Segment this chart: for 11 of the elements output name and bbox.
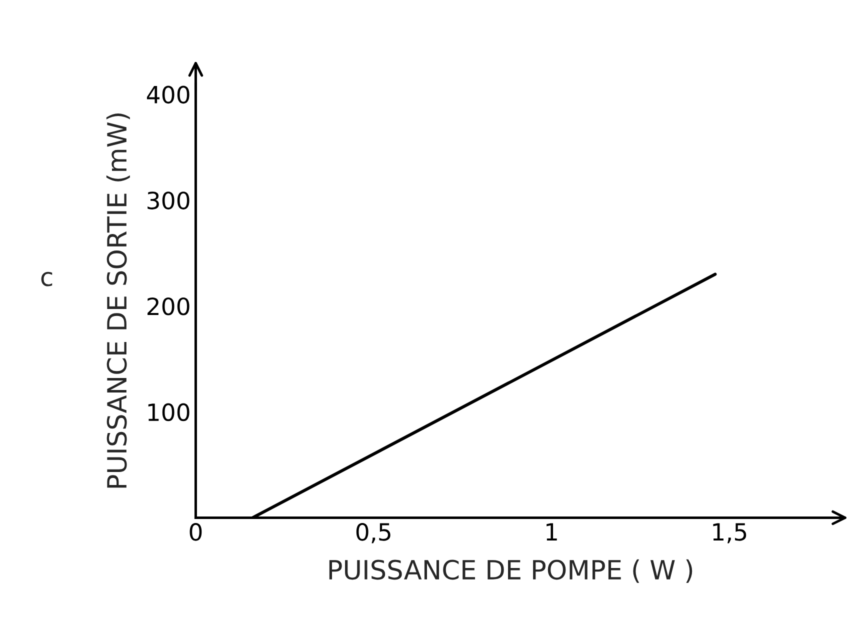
y-tick-label: 300 <box>148 192 190 210</box>
y-tick-label: 100 <box>148 403 190 422</box>
y-tick-label: 200 <box>148 297 190 316</box>
text: c <box>41 272 52 286</box>
x-tick-label: 0 <box>190 522 202 541</box>
x-tick-label: 1 <box>546 523 557 540</box>
x-axis-title: PUISSANCE DE POMPE ( W ) <box>329 559 692 583</box>
y-axis-title: PUISSANCE DE SORTIE (mW) <box>106 113 130 488</box>
y-tick-label: 400 <box>146 86 190 104</box>
x-tick-label: 1,5 <box>713 523 746 544</box>
x-tick-label: 0,5 <box>356 522 390 544</box>
